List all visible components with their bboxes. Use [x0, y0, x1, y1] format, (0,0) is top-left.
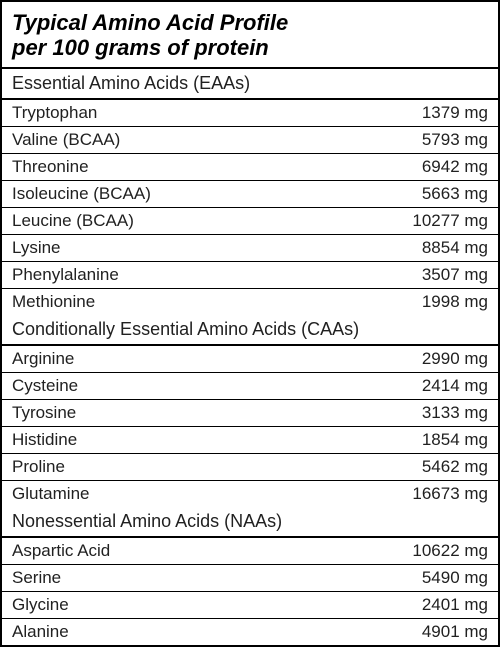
amino-acid-value: 1379 mg — [422, 103, 488, 123]
section-header: Essential Amino Acids (EAAs) — [2, 69, 498, 100]
table-title: Typical Amino Acid Profile per 100 grams… — [2, 2, 498, 69]
table-row: Tryptophan 1379 mg — [2, 100, 498, 127]
table-row: Serine 5490 mg — [2, 565, 498, 592]
amino-acid-name: Lysine — [12, 238, 61, 258]
amino-acid-value: 1854 mg — [422, 430, 488, 450]
amino-acid-value: 3133 mg — [422, 403, 488, 423]
amino-acid-value: 4901 mg — [422, 622, 488, 642]
section-header: Nonessential Amino Acids (NAAs) — [2, 507, 498, 538]
amino-acid-name: Methionine — [12, 292, 95, 312]
section: Conditionally Essential Amino Acids (CAA… — [2, 315, 498, 507]
table-body: Essential Amino Acids (EAAs) Tryptophan 13… — [2, 69, 498, 645]
amino-acid-name: Glutamine — [12, 484, 89, 504]
table-row: Proline 5462 mg — [2, 454, 498, 481]
table-row: Arginine 2990 mg — [2, 346, 498, 373]
amino-acid-value: 8854 mg — [422, 238, 488, 258]
amino-acid-value: 3507 mg — [422, 265, 488, 285]
table-row: Valine (BCAA) 5793 mg — [2, 127, 498, 154]
title-line-2: per 100 grams of protein — [12, 35, 488, 60]
table-row: Glutamine 16673 mg — [2, 481, 498, 507]
table-row: Phenylalanine 3507 mg — [2, 262, 498, 289]
table-row: Cysteine 2414 mg — [2, 373, 498, 400]
amino-acid-name: Alanine — [12, 622, 69, 642]
amino-acid-name: Cysteine — [12, 376, 78, 396]
amino-acid-value: 5490 mg — [422, 568, 488, 588]
amino-acid-value: 6942 mg — [422, 157, 488, 177]
table-row: Isoleucine (BCAA) 5663 mg — [2, 181, 498, 208]
table-row: Histidine 1854 mg — [2, 427, 498, 454]
amino-acid-value: 2414 mg — [422, 376, 488, 396]
amino-acid-name: Isoleucine (BCAA) — [12, 184, 151, 204]
section: Essential Amino Acids (EAAs) Tryptophan 13… — [2, 69, 498, 315]
table-row: Glycine 2401 mg — [2, 592, 498, 619]
amino-acid-name: Proline — [12, 457, 65, 477]
amino-acid-value: 16673 mg — [412, 484, 488, 504]
table-row: Aspartic Acid 10622 mg — [2, 538, 498, 565]
table-row: Tyrosine 3133 mg — [2, 400, 498, 427]
amino-acid-value: 5462 mg — [422, 457, 488, 477]
section-header: Conditionally Essential Amino Acids (CAA… — [2, 315, 498, 346]
table-row: Alanine 4901 mg — [2, 619, 498, 645]
section: Nonessential Amino Acids (NAAs)Aspartic … — [2, 507, 498, 645]
amino-acid-value: 2401 mg — [422, 595, 488, 615]
amino-acid-value: 1998 mg — [422, 292, 488, 312]
amino-acid-name: Glycine — [12, 595, 69, 615]
amino-acid-value: 10622 mg — [412, 541, 488, 561]
amino-acid-name: Phenylalanine — [12, 265, 119, 285]
table-row: Threonine 6942 mg — [2, 154, 498, 181]
amino-acid-name: Aspartic Acid — [12, 541, 110, 561]
amino-acid-profile-table: Typical Amino Acid Profile per 100 grams… — [0, 0, 500, 647]
table-row: Methionine 1998 mg — [2, 289, 498, 315]
amino-acid-name: Tyrosine — [12, 403, 76, 423]
amino-acid-value: 5663 mg — [422, 184, 488, 204]
amino-acid-name: Leucine (BCAA) — [12, 211, 134, 231]
amino-acid-value: 5793 mg — [422, 130, 488, 150]
amino-acid-name: Arginine — [12, 349, 74, 369]
amino-acid-name: Serine — [12, 568, 61, 588]
amino-acid-name: Tryptophan — [12, 103, 97, 123]
amino-acid-name: Valine (BCAA) — [12, 130, 120, 150]
table-row: Lysine 8854 mg — [2, 235, 498, 262]
amino-acid-value: 10277 mg — [412, 211, 488, 231]
amino-acid-name: Threonine — [12, 157, 89, 177]
table-row: Leucine (BCAA) 10277 mg — [2, 208, 498, 235]
title-line-1: Typical Amino Acid Profile — [12, 10, 488, 35]
amino-acid-value: 2990 mg — [422, 349, 488, 369]
amino-acid-name: Histidine — [12, 430, 77, 450]
